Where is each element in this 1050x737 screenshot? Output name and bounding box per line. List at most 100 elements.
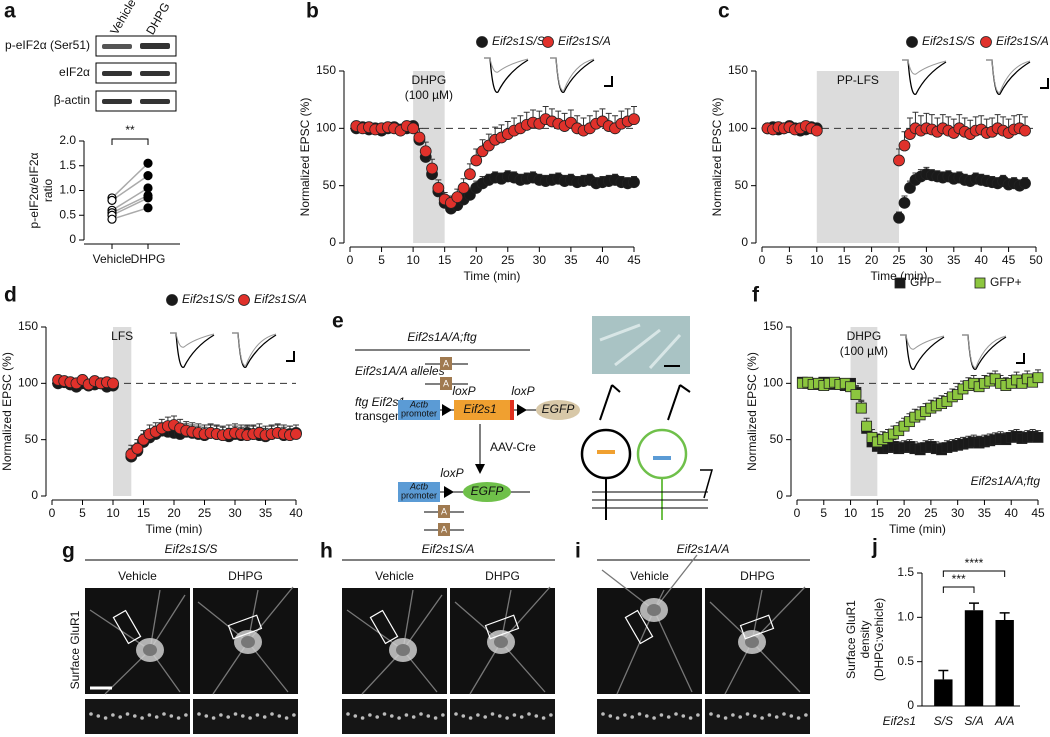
panel-letter: i — [575, 540, 581, 563]
error-bar — [999, 612, 1010, 620]
annotation: DHPG — [847, 329, 882, 343]
y-axis-label: p-eIF2α/eIF2α — [27, 152, 41, 228]
puncta — [601, 712, 605, 716]
y-axis-label: density — [858, 620, 872, 658]
puncta — [404, 713, 409, 717]
puncta — [118, 715, 122, 719]
puncta — [133, 714, 137, 718]
electrode — [667, 384, 691, 421]
legend-label: GFP− — [910, 275, 942, 289]
legend-swatch — [906, 36, 918, 48]
puncta — [774, 715, 779, 719]
puncta — [505, 716, 509, 720]
puncta — [270, 712, 274, 716]
x-tick-label: 35 — [564, 253, 578, 267]
legend-swatch — [980, 36, 992, 48]
condition-label: DHPG — [740, 569, 775, 583]
transgene-label: ftg Eif2s1 — [355, 395, 405, 409]
data-point — [1032, 372, 1044, 384]
dendrite — [454, 586, 551, 695]
x-axis-label: Time (min) — [146, 522, 203, 536]
x-tick-label: 20 — [897, 506, 911, 520]
x-tick-label: 15 — [838, 253, 852, 267]
puncta — [490, 712, 495, 716]
y-tick-label: 150 — [18, 319, 38, 333]
x-axis-label: Time (min) — [889, 522, 946, 536]
y-axis-label: Surface GluR1 — [844, 600, 858, 679]
condition-label: Vehicle — [630, 569, 669, 583]
band — [102, 99, 132, 104]
y-tick-label: 150 — [763, 319, 783, 333]
nucleus — [745, 636, 759, 648]
x-tick-label: 5 — [820, 506, 827, 520]
arrowhead — [475, 464, 485, 474]
data-point — [893, 211, 905, 224]
data-point — [451, 191, 464, 204]
zoom-strip — [342, 699, 447, 734]
reporter-box — [463, 482, 511, 502]
data-point — [898, 196, 911, 209]
data-point — [419, 145, 432, 158]
allele-box — [438, 505, 450, 518]
x-axis-label: Time (min) — [464, 269, 521, 283]
panel-letter: c — [718, 0, 730, 23]
puncta — [716, 714, 721, 718]
puncta — [284, 716, 289, 720]
significance-bracket — [111, 138, 149, 145]
y-tick-label: 0.5 — [897, 654, 914, 668]
puncta — [645, 714, 649, 718]
data-point — [1019, 177, 1031, 190]
loxp-label: loxP — [440, 466, 463, 480]
x-tick-label: 15 — [137, 506, 151, 520]
puncta — [248, 716, 252, 720]
puncta — [111, 713, 115, 717]
error-bar — [969, 602, 979, 611]
puncta — [608, 714, 613, 718]
legend-label: Eif2s1S/A — [996, 34, 1049, 48]
allele-letter: A — [443, 358, 449, 368]
puncta — [666, 715, 671, 719]
puncta — [804, 713, 808, 717]
panel-letter: h — [320, 540, 333, 563]
blot-row-label: β-actin — [54, 93, 90, 107]
y-tick-label: 0.5 — [59, 207, 76, 221]
puncta — [292, 713, 296, 717]
blot-row-label: p-eIF2α (Ser51) — [5, 38, 90, 52]
puncta — [241, 714, 245, 718]
trace-inset — [986, 59, 1031, 93]
panel-letter: j — [871, 536, 878, 559]
roi-box — [369, 609, 399, 645]
y-axis-label: (DHPG:vehicle) — [872, 598, 886, 681]
x-tick-label: S/A — [964, 714, 983, 728]
allele-letter: A — [441, 506, 447, 516]
puncta — [184, 713, 188, 717]
y-tick-label: 2.0 — [59, 133, 76, 147]
x-tick-label: 0 — [759, 253, 766, 267]
y-axis-label: Normalized EPSC (%) — [710, 98, 724, 217]
puncta — [623, 713, 627, 717]
allele-letter: A — [441, 524, 447, 534]
y-tick-label: 0 — [907, 698, 914, 712]
promoter-box — [398, 482, 440, 502]
puncta — [767, 713, 772, 717]
dendrite — [709, 586, 806, 695]
data-point — [143, 203, 153, 213]
blot-frame — [95, 90, 177, 112]
zoom-strip — [85, 699, 190, 734]
puncta — [519, 715, 524, 719]
puncta — [176, 716, 181, 720]
x-tick-label: A/A — [994, 714, 1014, 728]
stop-box — [510, 400, 514, 420]
x-tick-label: 35 — [947, 253, 961, 267]
allele-box — [440, 377, 452, 390]
legend-label: Eif2s1S/A — [254, 292, 307, 306]
pair-line — [111, 197, 149, 216]
stim-electrode — [700, 469, 713, 499]
x-tick-label: 30 — [920, 253, 934, 267]
data-point — [290, 428, 302, 440]
data-point — [432, 182, 445, 194]
x-tick-label: 45 — [627, 253, 641, 267]
y-tick-label: 100 — [763, 376, 783, 390]
genotype-label: Eif2s1A/A — [677, 542, 730, 556]
puncta — [219, 713, 223, 717]
